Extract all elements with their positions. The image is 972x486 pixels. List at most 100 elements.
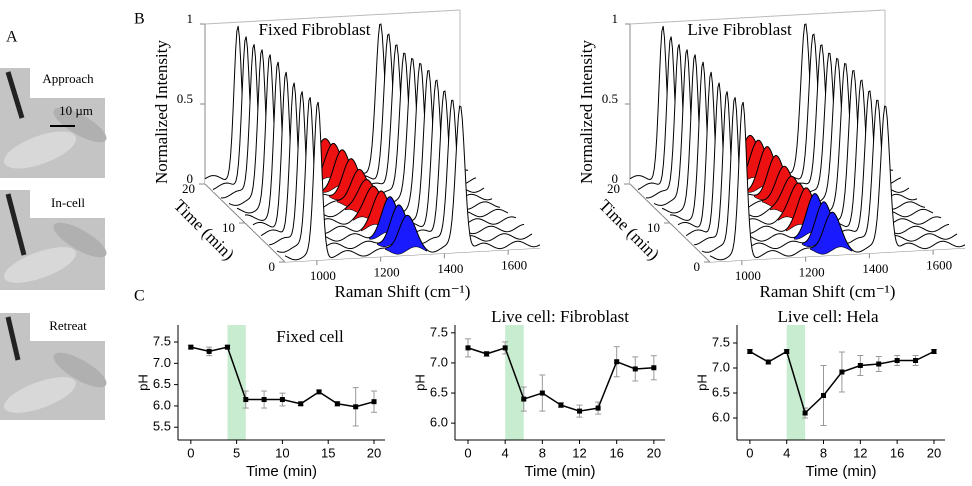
x-tick-label: 4 (783, 445, 790, 460)
data-point (876, 361, 882, 367)
x-tick-label: 8 (820, 445, 827, 460)
x-tick-label: 1200 (374, 265, 400, 280)
x-tick-label: 1400 (862, 261, 888, 276)
y-tick-label: 6.0 (153, 397, 171, 412)
y-tick-label: 1 (187, 11, 194, 26)
y-tick-label: 7.5 (430, 324, 448, 339)
chart-title: Fixed cell (276, 327, 344, 346)
y-axis-label: Normalized Intensity (577, 40, 596, 184)
data-point (353, 404, 359, 410)
chart-title: Live cell: Fibroblast (491, 307, 629, 326)
y-tick-label: 0 (612, 171, 619, 186)
x-tick-label: 12 (572, 445, 586, 460)
data-point (188, 344, 194, 350)
data-point (839, 369, 845, 375)
data-point (558, 402, 564, 408)
y-tick-label: 7.0 (430, 354, 448, 369)
y-tick-label: 6.0 (712, 409, 730, 424)
data-point (651, 365, 657, 371)
z-tick-label: 20 (182, 181, 195, 196)
data-point (521, 396, 527, 402)
x-tick-label: 16 (890, 445, 904, 460)
x-tick-label: 4 (502, 445, 509, 460)
data-point (931, 349, 937, 354)
x-tick-label: 1600 (926, 258, 952, 273)
data-point (614, 359, 620, 365)
data-point (371, 399, 377, 405)
data-point (279, 397, 285, 403)
y-tick-label: 7.0 (712, 359, 730, 374)
x-tick-label: 20 (927, 445, 941, 460)
data-point (595, 405, 601, 411)
data-point (539, 390, 545, 396)
y-tick-label: 6.5 (153, 376, 171, 391)
data-point (784, 349, 790, 354)
y-tick-label: 6.5 (430, 384, 448, 399)
micrograph: Approach 10 µm (0, 68, 107, 178)
x-tick-label: 1600 (501, 258, 527, 273)
chart-title: Live Fibroblast (687, 20, 792, 39)
y-tick-label: 7.0 (153, 355, 171, 370)
y-tick-label: 0.5 (602, 91, 618, 106)
chart-title: Fixed Fibroblast (259, 20, 371, 39)
y-tick-label: 7.5 (712, 334, 730, 349)
spectrum (284, 101, 541, 261)
micrograph: In-cell (0, 190, 107, 290)
data-point (577, 408, 583, 414)
data-point (224, 344, 230, 350)
axis-line (204, 9, 461, 25)
y-tick-label: 6.5 (712, 384, 730, 399)
data-point (747, 349, 753, 354)
y-tick-label: 0.5 (177, 91, 193, 106)
z-tick-label: 10 (647, 220, 660, 235)
panel-label: A (6, 29, 18, 46)
x-tick-label: 0 (746, 445, 753, 460)
axis-line (629, 9, 886, 25)
micrograph-label: In-cell (51, 195, 85, 210)
z-tick-label: 10 (222, 220, 235, 235)
data-point (261, 397, 267, 403)
x-axis-label: Time (min) (805, 463, 876, 480)
z-tick-label: 0 (694, 259, 701, 274)
data-point (502, 345, 508, 351)
x-tick-label: 1000 (735, 268, 761, 283)
x-tick-label: 10 (275, 445, 289, 460)
y-tick-label: 1 (612, 11, 619, 26)
data-point (802, 410, 808, 416)
y-axis-label: pH (412, 374, 427, 391)
x-tick-label: 5 (233, 445, 240, 460)
data-point (765, 359, 771, 365)
data-point (206, 348, 212, 354)
y-axis-label: Normalized Intensity (152, 40, 171, 184)
highlight-band (227, 325, 246, 440)
y-tick-label: 5.5 (153, 419, 171, 434)
panel-label: B (134, 11, 145, 28)
z-tick-label: 0 (269, 259, 276, 274)
x-tick-label: 0 (187, 445, 194, 460)
spectrum (709, 101, 966, 261)
micrograph-label: Approach (42, 71, 94, 86)
chart-title: Live cell: Hela (777, 307, 878, 326)
data-point (894, 358, 900, 363)
data-point (298, 401, 304, 407)
scale-bar-label: 10 µm (59, 103, 93, 118)
micrograph: Retreat (0, 313, 107, 420)
x-axis-label: Time (min) (246, 463, 317, 480)
x-tick-label: 1200 (799, 265, 825, 280)
x-tick-label: 1400 (437, 261, 463, 276)
highlight-band (505, 325, 524, 440)
z-tick-label: 20 (607, 181, 620, 196)
x-tick-label: 20 (367, 445, 381, 460)
x-axis-label: Time (min) (524, 463, 595, 480)
data-point (465, 345, 471, 351)
micrograph-label: Retreat (49, 318, 87, 333)
x-tick-label: 20 (647, 445, 661, 460)
x-tick-label: 0 (464, 445, 471, 460)
y-tick-label: 7.5 (153, 333, 171, 348)
x-tick-label: 8 (539, 445, 546, 460)
x-axis-label: Raman Shift (cm⁻¹) (760, 282, 896, 301)
y-tick-label: 6.0 (430, 415, 448, 430)
x-axis-label: Raman Shift (cm⁻¹) (335, 282, 471, 301)
data-point (857, 363, 863, 368)
